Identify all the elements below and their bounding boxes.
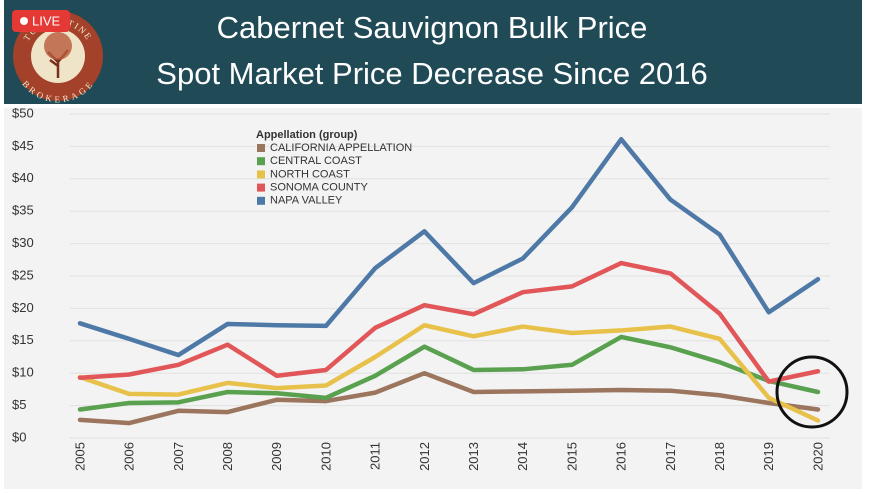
chart-area xyxy=(4,108,862,489)
y-tick-label: $45 xyxy=(12,138,34,153)
y-tick-label: $30 xyxy=(12,235,34,250)
x-tick-label: 2015 xyxy=(564,442,579,471)
series-line xyxy=(77,260,821,384)
y-tick-label: $25 xyxy=(12,267,34,282)
legend-label: CALIFORNIA APPELLATION xyxy=(270,142,412,154)
x-tick-label: 2007 xyxy=(171,442,186,471)
legend-swatch xyxy=(257,170,265,179)
series-line xyxy=(77,322,821,423)
legend-swatch xyxy=(257,183,265,192)
y-tick-label: $40 xyxy=(12,170,34,185)
legend-label: CENTRAL COAST xyxy=(270,155,362,167)
y-tick-label: $0 xyxy=(12,429,26,444)
legend-label: SONOMA COUNTY xyxy=(270,182,368,194)
x-tick-label: 2013 xyxy=(466,442,481,471)
x-tick-label: 2014 xyxy=(515,442,530,471)
y-tick-label: $35 xyxy=(12,203,34,218)
y-tick-label: $5 xyxy=(12,397,26,412)
y-tick-label: $20 xyxy=(12,300,34,315)
series-line xyxy=(77,334,821,412)
legend-label: NORTH COAST xyxy=(270,168,350,180)
highlight-circle xyxy=(775,355,849,429)
legend-swatch xyxy=(257,157,265,166)
live-dot xyxy=(20,17,28,25)
live-text: LIVE xyxy=(32,13,61,28)
legend-swatch xyxy=(257,144,265,152)
x-tick-label: 2016 xyxy=(614,442,629,471)
legend-title: Appellation (group) xyxy=(256,129,358,141)
logo-canopy xyxy=(44,32,72,60)
chart-title: Cabernet Sauvignon Bulk Price xyxy=(217,10,648,45)
y-tick-label: $15 xyxy=(12,332,34,347)
x-tick-label: 2019 xyxy=(761,442,776,471)
legend-swatch xyxy=(257,196,265,205)
x-tick-label: 2006 xyxy=(122,442,137,471)
x-tick-label: 2011 xyxy=(368,442,383,470)
x-tick-label: 2017 xyxy=(663,442,678,471)
header-band xyxy=(4,0,862,104)
x-tick-label: 2008 xyxy=(220,442,235,471)
x-tick-label: 2012 xyxy=(417,442,432,471)
live-badge xyxy=(12,10,70,32)
x-tick-label: 2010 xyxy=(318,442,333,471)
y-tick-label: $10 xyxy=(12,365,34,380)
x-tick-label: 2005 xyxy=(72,442,87,471)
series-line xyxy=(77,137,821,358)
x-tick-label: 2009 xyxy=(269,442,284,471)
x-tick-label: 2020 xyxy=(810,442,825,471)
x-tick-label: 2018 xyxy=(712,442,727,471)
legend-label: NAPA VALLEY xyxy=(270,195,343,207)
y-tick-label: $50 xyxy=(12,105,34,120)
series-line xyxy=(77,370,821,426)
chart-subtitle: Spot Market Price Decrease Since 2016 xyxy=(156,56,707,91)
